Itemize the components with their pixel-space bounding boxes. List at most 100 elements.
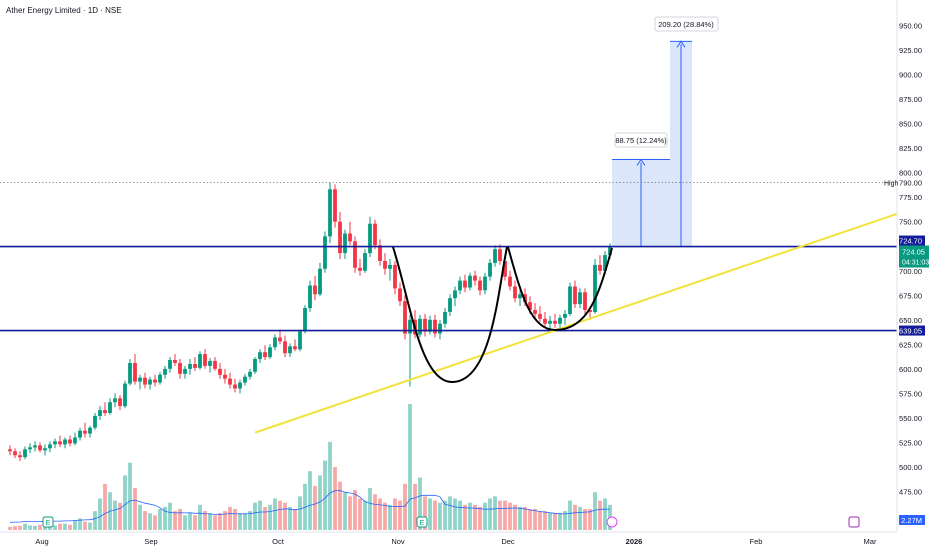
volume-bar: [308, 471, 312, 530]
price-tick: 475.00: [899, 488, 922, 497]
volume-bar: [123, 475, 127, 530]
volume-bar: [563, 511, 567, 530]
candle-body: [353, 241, 357, 268]
volume-bar: [323, 460, 327, 530]
candle-body: [88, 427, 92, 434]
volume-bar: [318, 475, 322, 530]
candle-body: [328, 189, 332, 237]
countdown-value: 04:31:03: [902, 260, 929, 267]
earnings-badge-letter: E: [46, 520, 51, 527]
candle-body: [423, 318, 427, 332]
candle-body: [153, 379, 157, 383]
candle-body: [483, 276, 487, 291]
volume-bar: [583, 509, 587, 530]
volume-bar: [63, 523, 67, 530]
volume-bar: [213, 515, 217, 530]
candle-body: [573, 286, 577, 305]
candle-body: [608, 247, 612, 255]
price-tick: 750.00: [899, 218, 922, 227]
volume-bar: [428, 498, 432, 530]
candle-body: [148, 379, 152, 385]
volume-bar: [173, 511, 177, 530]
candle-body: [518, 294, 522, 299]
candle-body: [338, 221, 342, 254]
candle-body: [128, 363, 132, 384]
volume-tag: [899, 515, 925, 525]
candle-body: [508, 276, 512, 287]
candle-body: [333, 189, 337, 222]
volume-bar: [578, 506, 582, 530]
volume-bar: [283, 502, 287, 530]
candle-body: [108, 402, 112, 413]
candle-body: [283, 341, 287, 354]
volume-bar: [433, 500, 437, 530]
cup-curve: [392, 246, 508, 384]
price-tick: 525.00: [899, 438, 922, 447]
volume-bar: [288, 506, 292, 530]
candle-body: [263, 352, 267, 358]
candle-body: [158, 374, 162, 383]
volume-bar: [23, 523, 27, 530]
candle-body: [93, 415, 97, 428]
candle-body: [248, 371, 252, 377]
volume-bar: [133, 488, 137, 530]
volume-bar: [168, 502, 172, 530]
volume-bar: [418, 477, 422, 530]
volume-bar: [218, 513, 222, 530]
candle-body: [23, 449, 27, 458]
volume-bar: [343, 492, 347, 530]
candle-body: [83, 430, 87, 434]
volume-bar: [573, 504, 577, 530]
time-tick: Aug: [35, 537, 48, 546]
candle-body: [568, 286, 572, 314]
candle-body: [298, 331, 302, 350]
volume-bar: [158, 509, 162, 530]
volume-bar: [498, 500, 502, 530]
candle-body: [253, 359, 257, 372]
candle-body: [303, 308, 307, 332]
candle-body: [463, 280, 467, 288]
target1-arrowhead: [636, 158, 646, 166]
handle-curve: [507, 246, 613, 332]
volume-bar: [458, 500, 462, 530]
volume-bar: [538, 511, 542, 530]
volume-bar: [248, 511, 252, 530]
volume-bar: [438, 502, 442, 530]
candle-body: [183, 368, 187, 374]
candle-body: [313, 285, 317, 295]
volume-bar: [478, 506, 482, 530]
price-tick: 625.00: [899, 340, 922, 349]
volume-bar: [518, 506, 522, 530]
candle-body: [218, 368, 222, 375]
target2-label-box: [654, 16, 719, 32]
split-badge: [606, 516, 618, 528]
candle-body: [8, 449, 12, 452]
candle-body: [193, 364, 197, 368]
volume-bar: [588, 509, 592, 530]
volume-bar: [533, 509, 537, 530]
candle-body: [203, 354, 207, 366]
volume-bar: [348, 496, 352, 530]
volume-bar: [383, 502, 387, 530]
time-tick: Mar: [864, 537, 877, 546]
volume-bar: [603, 498, 607, 530]
candle-body: [553, 320, 557, 324]
volume-bar: [493, 496, 497, 530]
target2-arrowhead: [676, 40, 686, 48]
volume-tag-value: 2.27M: [901, 516, 922, 525]
volume-bar: [568, 500, 572, 530]
volume-bar: [93, 511, 97, 530]
volume-bar: [353, 490, 357, 530]
volume-bar: [68, 524, 72, 531]
time-tick: Sep: [144, 537, 157, 546]
candle-body: [308, 285, 312, 309]
volume-bar: [403, 483, 407, 530]
volume-bar: [138, 504, 142, 530]
volume-bar: [593, 492, 597, 530]
volume-bar: [368, 488, 372, 530]
candle-body: [428, 319, 432, 332]
volume-bar: [448, 496, 452, 530]
candle-body: [293, 346, 297, 350]
time-tick: 2026: [626, 537, 643, 546]
